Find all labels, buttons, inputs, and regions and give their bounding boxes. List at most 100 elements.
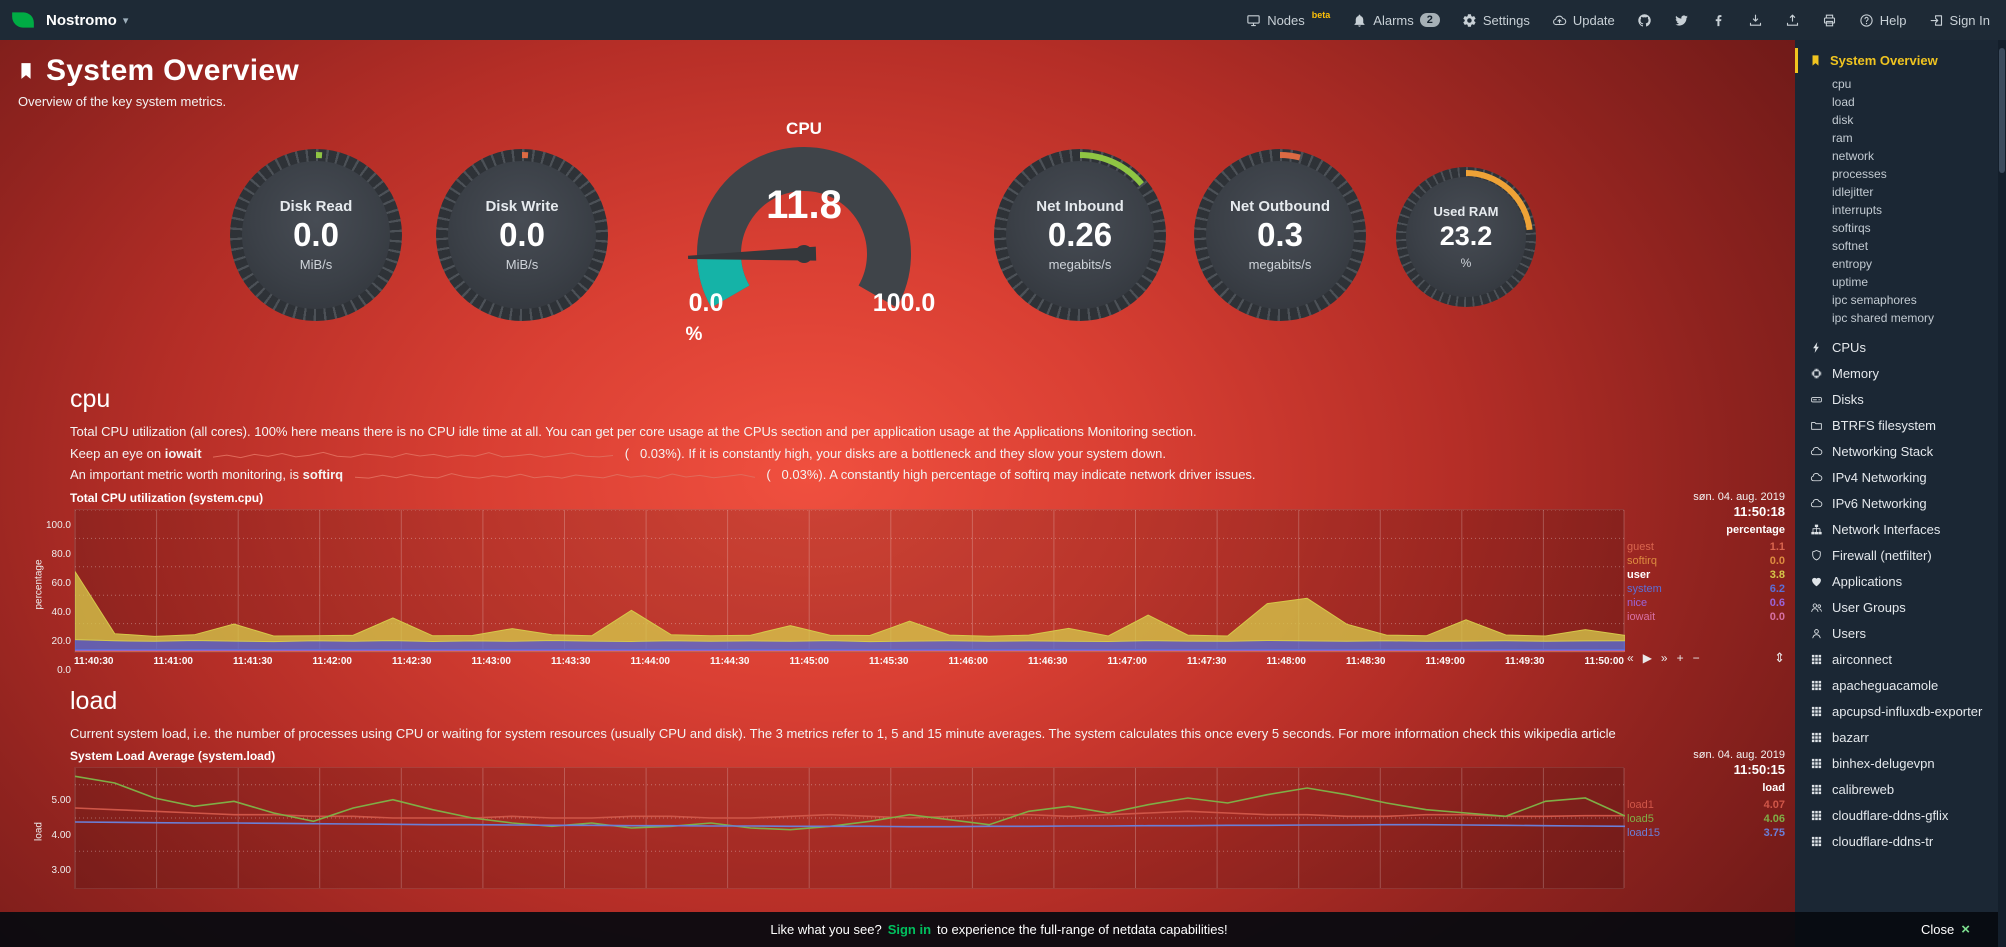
sidebar-item[interactable]: bazarr [1795,725,1994,751]
play-button[interactable]: ▶ [1642,650,1652,665]
print-button[interactable] [1822,13,1837,28]
help-button[interactable]: Help [1859,13,1907,28]
settings-button[interactable]: Settings [1462,13,1530,28]
sidebar-subitem[interactable]: processes [1832,167,1887,181]
sidebar-item[interactable]: Disks [1795,387,1994,413]
sidebar-item[interactable]: apacheguacamole [1795,673,1994,699]
alarms-button[interactable]: Alarms 2 [1352,13,1440,28]
gauge-arc [233,152,399,318]
gauge-unit: MiB/s [505,257,539,273]
window-scrollbar[interactable] [1998,40,2006,947]
sidebar-item[interactable]: Networking Stack [1795,439,1994,465]
x-tick-label: 11:50:00 [1584,655,1624,667]
sidebar-item-icon [1810,575,1823,588]
sidebar-item[interactable]: binhex-delugevpn [1795,751,1994,777]
x-tick-label: 11:44:30 [710,655,750,667]
sidebar-subitem[interactable]: entropy [1832,257,1873,271]
legend-row[interactable]: user 3.8 [1627,568,1785,582]
legend-row[interactable]: load1 4.07 [1627,798,1785,812]
gauge-value: 0.26 [1047,215,1113,253]
gauge-used-ram[interactable]: Used RAM 23.2 % [1396,167,1536,307]
sidebar-subitem[interactable]: softirqs [1832,221,1871,235]
sidebar-subitem[interactable]: interrupts [1832,203,1883,217]
sidebar-item-system-overview[interactable]: System Overview [1795,48,1994,73]
load-plot-area[interactable] [74,767,1625,889]
sidebar-item[interactable]: Applications [1795,569,1994,595]
legend-row[interactable]: softirq 0.0 [1627,554,1785,568]
sidebar-item-icon [1810,835,1823,848]
cpu-plot-area[interactable] [74,508,1625,653]
signin-button[interactable]: Sign In [1929,13,1990,28]
legend-series-name: guest [1627,540,1654,553]
sidebar-item[interactable]: BTRFS filesystem [1795,413,1994,439]
banner-signin-link[interactable]: Sign in [887,922,932,937]
zoom-out-button[interactable]: − [1692,650,1700,665]
zoom-in-button[interactable]: + [1676,650,1684,665]
sidebar-item-label: airconnect [1832,652,1892,667]
scrollbar-thumb[interactable] [1999,48,2005,173]
sidebar-item[interactable]: User Groups [1795,595,1994,621]
legend-row[interactable]: load5 4.06 [1627,812,1785,826]
gauge-disk-write[interactable]: Disk Write 0.0 MiB/s [436,149,608,321]
cpu-chart[interactable]: Total CPU utilization (system.cpu) perce… [34,491,1786,676]
legend-series-value: 0.0 [1769,554,1785,567]
sidebar-subitem[interactable]: uptime [1832,275,1869,289]
y-tick-label: 5.00 [51,795,71,806]
sidebar-subitem[interactable]: disk [1832,113,1854,127]
gauge-net-outbound[interactable]: Net Outbound 0.3 megabits/s [1194,149,1366,321]
legend-row[interactable]: system 6.2 [1627,582,1785,596]
sidebar-subitem[interactable]: softnet [1832,239,1869,253]
banner-close-button[interactable]: Close × [1921,921,1970,938]
softirq-sparkline[interactable] [354,468,755,481]
twitter-button[interactable] [1674,13,1689,28]
facebook-button[interactable] [1711,13,1726,28]
page-header: System Overview Overview of the key syst… [0,40,1795,109]
banner-text-post: to experience the full-range of netdata … [937,922,1228,937]
legend-row[interactable]: guest 1.1 [1627,540,1785,554]
load-desc-line: Current system load, i.e. the number of … [70,725,1616,741]
pan-right-button[interactable]: » [1660,650,1668,665]
sidebar-item[interactable]: IPv6 Networking [1795,491,1994,517]
legend-row[interactable]: iowait 0.0 [1627,610,1785,624]
signin-banner: Like what you see? Sign in to experience… [0,912,1998,947]
sidebar-item[interactable]: cloudflare-ddns-tr [1795,829,1994,855]
sidebar-subitem[interactable]: idlejitter [1832,185,1874,199]
sidebar-item[interactable]: IPv4 Networking [1795,465,1994,491]
sidebar-item[interactable]: Users [1795,621,1994,647]
sidebar-item[interactable]: apcupsd-influxdb-exporter [1795,699,1994,725]
sidebar-subitem[interactable]: ipc semaphores [1832,293,1917,307]
gauge-net-inbound[interactable]: Net Inbound 0.26 megabits/s [994,149,1166,321]
hostname-dropdown[interactable]: Nostromo ▾ [46,12,128,29]
update-button[interactable]: Update [1552,13,1615,28]
gauge-disk-read[interactable]: Disk Read 0.0 MiB/s [230,149,402,321]
sidebar-item[interactable]: Network Interfaces [1795,517,1994,543]
sidebar-item[interactable]: CPUs [1795,335,1994,361]
load-chart[interactable]: System Load Average (system.load) load 5… [34,749,1785,889]
resize-handle[interactable]: ⇕ [1774,649,1785,665]
legend-row[interactable]: load15 3.75 [1627,826,1785,840]
pan-left-button[interactable]: « [1627,650,1634,665]
sidebar-item[interactable]: airconnect [1795,647,1994,673]
x-tick-label: 11:42:00 [312,655,352,667]
sidebar-item[interactable]: Firewall (netfilter) [1795,543,1994,569]
nodes-button[interactable]: Nodes beta [1246,10,1330,28]
sidebar-subitem[interactable]: network [1832,149,1875,163]
sidebar-subitem[interactable]: cpu [1832,77,1852,91]
sidebar-item[interactable]: cloudflare-ddns-gflix [1795,803,1994,829]
iowait-sparkline[interactable] [213,447,614,460]
netdata-logo[interactable] [10,7,36,33]
sidebar-subitem[interactable]: load [1832,95,1855,109]
legend-row[interactable]: nice 0.6 [1627,596,1785,610]
export-snapshot-button[interactable] [1748,13,1763,28]
gauge-value: 11.8 [766,183,842,227]
github-button[interactable] [1637,13,1652,28]
legend-series-name: iowait [1627,610,1656,623]
sidebar-item[interactable]: Memory [1795,361,1994,387]
sidebar-subitem[interactable]: ipc shared memory [1832,311,1935,325]
gauge-cpu[interactable]: CPU 11.8 0.0 100.0 % [644,119,964,359]
legend-time: 11:50:18 [1733,503,1785,519]
import-snapshot-button[interactable] [1785,13,1800,28]
sidebar-item[interactable]: calibreweb [1795,777,1994,803]
sidebar-item-label: Networking Stack [1832,444,1934,459]
sidebar-subitem[interactable]: ram [1832,131,1853,145]
